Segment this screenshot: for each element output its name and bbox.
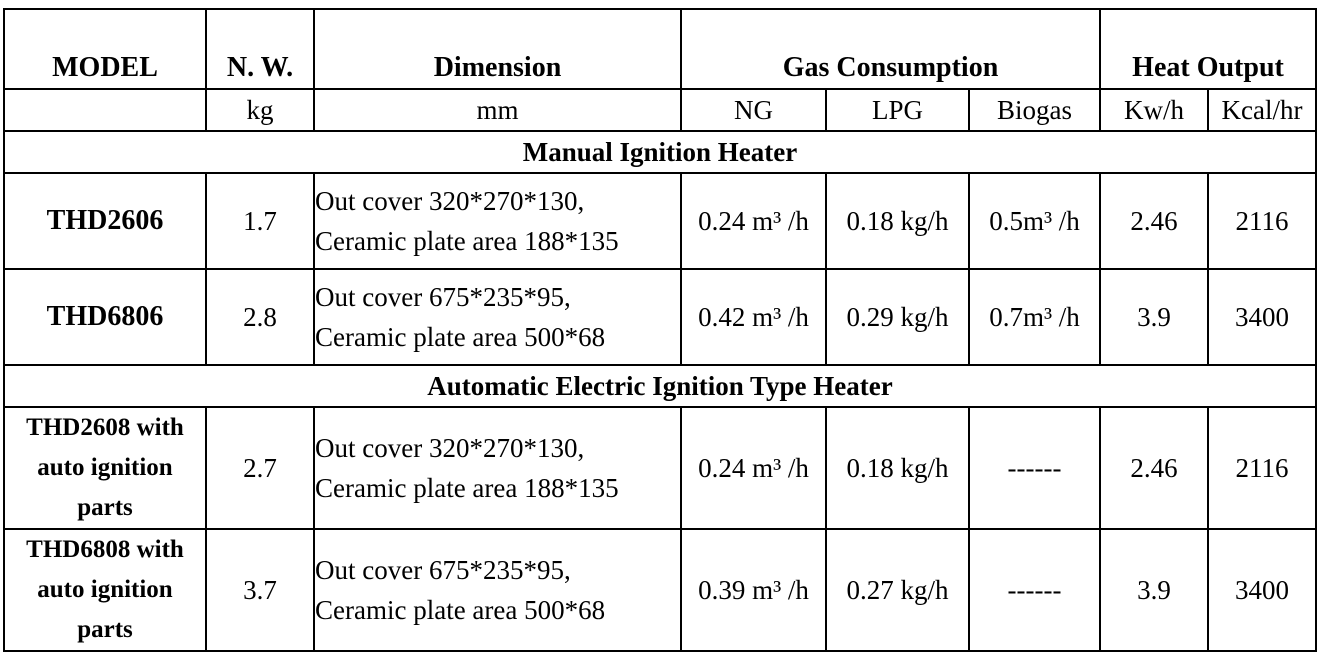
unit-header: Kcal/hr (1207, 88, 1318, 132)
empty-cell (3, 88, 207, 132)
dimension-line: Out cover 320*270*130, (315, 433, 585, 463)
header-row: MODEL N. W. Dimension Gas Consumption Heat O… (3, 8, 1318, 90)
value-cell: 2116 (1207, 406, 1318, 530)
dimension-line: Out cover 675*235*95, (315, 555, 571, 585)
value-cell: 0.42 m³ /h (680, 268, 827, 366)
value-cell: 0.24 m³ /h (680, 406, 827, 530)
column-header: N. W. (205, 8, 315, 90)
dimension-line: Out cover 675*235*95, (315, 282, 571, 312)
value-cell: 3.9 (1099, 268, 1210, 366)
model-cell: THD2608 with auto ignition parts (3, 406, 207, 530)
value-cell: ------ (967, 528, 1102, 652)
section-title: Manual Ignition Heater (2, 130, 1318, 174)
data-row: THD2606 1.7 Out cover 320*270*130, Ceramic … (3, 172, 1318, 270)
dimension-cell: Out cover 675*235*95, Ceramic plate area … (313, 268, 682, 366)
dimension-line: Ceramic plate area 500*68 (315, 322, 606, 352)
value-cell: 0.39 m³ /h (680, 528, 827, 652)
section-row: Automatic Electric Ignition Type Heater (2, 364, 1318, 408)
value-cell: 2.46 (1099, 406, 1210, 530)
column-header: Heat Output (1099, 8, 1318, 90)
data-row: THD6808 with auto ignition parts 3.7 Out c… (3, 528, 1318, 652)
unit-header: Kw/h (1099, 88, 1210, 132)
value-cell: 0.18 kg/h (825, 406, 970, 530)
dimension-line: Ceramic plate area 188*135 (315, 473, 619, 503)
value-cell: 2.7 (205, 406, 315, 530)
spec-table: MODEL N. W. Dimension Gas Consumption Heat O… (2, 8, 1318, 652)
column-header: Gas Consumption (679, 8, 1102, 90)
dimension-cell: Out cover 320*270*130, Ceramic plate area… (313, 172, 682, 270)
unit-header: kg (205, 88, 315, 132)
value-cell: 2116 (1207, 172, 1318, 270)
model-cell: THD6806 (3, 268, 207, 366)
value-cell: 2.46 (1099, 172, 1210, 270)
value-cell: 0.5m³ /h (967, 172, 1102, 270)
value-cell: 3400 (1207, 268, 1318, 366)
dimension-cell: Out cover 675*235*95, Ceramic plate area … (313, 528, 682, 652)
data-row: THD2608 with auto ignition parts 2.7 Out c… (3, 406, 1318, 530)
dimension-line: Ceramic plate area 188*135 (315, 226, 619, 256)
unit-header: mm (313, 88, 682, 132)
value-cell: 3.9 (1099, 528, 1210, 652)
value-cell: 0.24 m³ /h (680, 172, 827, 270)
value-cell: 2.8 (205, 268, 315, 366)
value-cell: 0.29 kg/h (825, 268, 970, 366)
value-cell: 0.18 kg/h (825, 172, 970, 270)
column-header: Dimension (313, 8, 682, 90)
model-cell: THD6808 with auto ignition parts (3, 528, 207, 652)
model-cell: THD2606 (3, 172, 207, 270)
value-cell: 0.27 kg/h (825, 528, 970, 652)
value-cell: 1.7 (205, 172, 315, 270)
units-row: kg mm NG LPG Biogas Kw/h Kcal/hr (3, 88, 1318, 132)
section-row: Manual Ignition Heater (2, 130, 1318, 174)
dimension-line: Ceramic plate area 500*68 (315, 595, 606, 625)
dimension-cell: Out cover 320*270*130, Ceramic plate area… (313, 406, 682, 530)
table-body: MODEL N. W. Dimension Gas Consumption Heat O… (2, 8, 1318, 652)
unit-header: LPG (825, 88, 970, 132)
section-title: Automatic Electric Ignition Type Heater (2, 364, 1318, 408)
value-cell: 3400 (1207, 528, 1318, 652)
unit-header: Biogas (967, 88, 1102, 132)
dimension-line: Out cover 320*270*130, (315, 186, 585, 216)
value-cell: 3.7 (205, 528, 315, 652)
data-row: THD6806 2.8 Out cover 675*235*95, Ceramic p… (3, 268, 1318, 366)
value-cell: 0.7m³ /h (967, 268, 1102, 366)
column-header: MODEL (3, 8, 207, 90)
unit-header: NG (680, 88, 827, 132)
value-cell: ------ (967, 406, 1102, 530)
